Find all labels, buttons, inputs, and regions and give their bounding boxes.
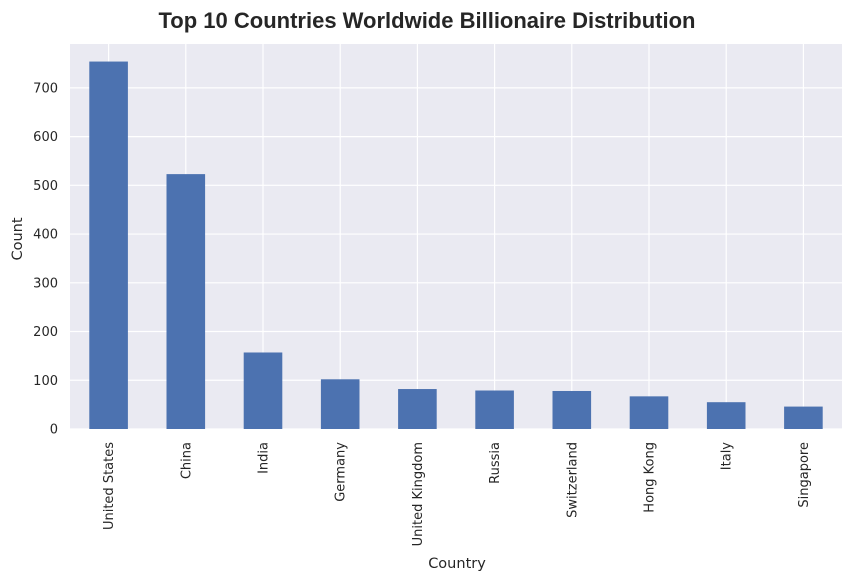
y-tick-label: 700 <box>33 81 58 96</box>
bar <box>475 390 514 429</box>
bar <box>784 406 823 429</box>
y-tick-label: 100 <box>33 374 58 389</box>
y-tick-label: 500 <box>33 179 58 194</box>
x-tick-label: Switzerland <box>565 442 580 518</box>
bar <box>89 61 128 429</box>
x-tick-label: United States <box>102 442 117 530</box>
x-tick-label: United Kingdom <box>411 442 426 546</box>
x-tick-label: China <box>179 442 194 479</box>
y-tick-label: 400 <box>33 228 58 243</box>
bar <box>629 396 669 429</box>
y-tick-label: 0 <box>50 423 58 438</box>
x-tick-label: India <box>257 442 272 474</box>
bar <box>243 352 283 429</box>
x-tick-label: Russia <box>488 442 503 484</box>
y-tick-label: 200 <box>33 325 58 340</box>
chart-title: Top 10 Countries Worldwide Billionaire D… <box>159 8 696 33</box>
bars <box>89 61 823 429</box>
x-axis-ticks: United States China India Germany United Kin… <box>102 442 812 547</box>
bar <box>552 390 592 429</box>
bar <box>706 402 746 429</box>
bar <box>320 379 360 429</box>
x-tick-label: Hong Kong <box>643 442 658 513</box>
y-tick-label: 600 <box>33 130 58 145</box>
y-axis-label: Count <box>10 217 26 260</box>
x-tick-label: Italy <box>720 442 735 471</box>
y-axis-ticks: 0 100 200 300 400 500 600 700 <box>33 81 58 437</box>
bar <box>398 389 437 429</box>
bar <box>166 174 206 429</box>
x-axis-label: Country <box>428 556 486 572</box>
x-tick-label: Singapore <box>797 442 812 508</box>
y-tick-label: 300 <box>33 276 58 291</box>
x-tick-label: Germany <box>334 442 349 502</box>
